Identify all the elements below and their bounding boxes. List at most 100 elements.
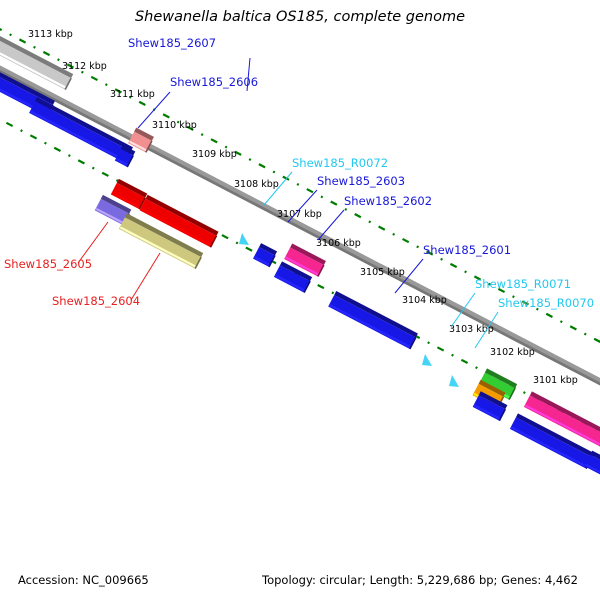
genome-backbone xyxy=(0,65,600,386)
gene-end-cap xyxy=(268,255,276,268)
gene-highlight xyxy=(95,208,124,224)
gene-body[interactable] xyxy=(273,265,311,293)
gene-highlight xyxy=(120,226,196,268)
gene-body[interactable] xyxy=(0,38,72,90)
gene-feature-red-feature-2605[interactable] xyxy=(110,178,148,210)
gene-label-Shew185_2607[interactable]: Shew185_2607 xyxy=(128,36,216,50)
gene-end-cap xyxy=(64,77,72,90)
axis-tick-label: 3102 kbp xyxy=(490,347,535,358)
leader-line-Shew185_2603 xyxy=(287,189,318,223)
axis-tick-label: 3107 kbp xyxy=(277,209,322,220)
gene-depth-face xyxy=(116,178,148,198)
gene-depth-face xyxy=(124,213,204,258)
trna-layer[interactable] xyxy=(239,233,459,387)
gene-label-Shew185_2604[interactable]: Shew185_2604 xyxy=(52,294,140,308)
leader-line-Shew185_2604 xyxy=(130,252,161,301)
gene-body[interactable] xyxy=(328,294,416,350)
gene-depth-face xyxy=(290,243,326,266)
gene-feature-blue-feature-2601[interactable] xyxy=(328,290,418,350)
axis-tick-label: 3111 kbp xyxy=(110,89,155,100)
trna-marker-trna-R0071[interactable] xyxy=(422,354,432,366)
axis-tick-label: 3108 kbp xyxy=(234,179,279,190)
gene-body[interactable] xyxy=(110,182,146,210)
gene-label-Shew185_2606[interactable]: Shew185_2606 xyxy=(170,75,258,89)
gene-label-Shew185_2603[interactable]: Shew185_2603 xyxy=(317,174,405,188)
gene-depth-face xyxy=(484,368,518,389)
trna-marker-trna-R0072[interactable] xyxy=(239,233,249,245)
genome-stats-text: Topology: circular; Length: 5,229,686 bp… xyxy=(261,573,578,587)
gene-body[interactable] xyxy=(29,101,131,163)
gene-highlight xyxy=(111,192,140,208)
gene-feature-red-feature-2604[interactable] xyxy=(139,194,219,248)
gene-end-cap xyxy=(194,256,202,269)
gene-label-Shew185_2601[interactable]: Shew185_2601 xyxy=(423,243,511,257)
gene-highlight xyxy=(285,256,319,276)
axis-tick-label: 3103 kbp xyxy=(449,324,494,335)
gene-feature-blue-feature-2603[interactable] xyxy=(253,243,278,268)
gene-depth-face xyxy=(120,145,136,156)
gene-end-cap xyxy=(126,155,134,168)
gene-label-Shew185_R0070[interactable]: Shew185_R0070 xyxy=(498,296,594,310)
leader-line-Shew185_2606 xyxy=(137,91,171,129)
accession-text: Accession: NC_009665 xyxy=(18,573,149,587)
gene-depth-face xyxy=(134,127,154,141)
leader-line-Shew185_R0071 xyxy=(450,292,476,328)
gene-feature-pink-feature-big[interactable] xyxy=(523,391,600,447)
gene-feature-gray-feature-top[interactable] xyxy=(0,34,74,90)
gene-end-cap xyxy=(317,264,325,277)
gene-feature-blue-feature-edge[interactable] xyxy=(584,450,600,476)
gene-body[interactable] xyxy=(94,198,130,226)
gene-label-Shew185_2602[interactable]: Shew185_2602 xyxy=(344,194,432,208)
gene-depth-face xyxy=(100,194,132,214)
gene-body[interactable] xyxy=(284,247,324,277)
gene-end-cap xyxy=(498,408,507,422)
gene-feature-pink-feature-2603[interactable] xyxy=(284,243,326,277)
gene-highlight xyxy=(0,52,66,89)
gene-feature-blue-feature-2602[interactable] xyxy=(273,261,313,293)
gene-highlight xyxy=(525,404,600,446)
gene-depth-face xyxy=(478,379,506,397)
gene-depth-face xyxy=(515,413,595,458)
feature-layer[interactable] xyxy=(0,34,600,475)
gene-label-layer[interactable]: Shew185_2607 Shew185_2606 Shew185_R0072 She… xyxy=(4,36,594,310)
gene-body[interactable] xyxy=(114,149,134,167)
gene-highlight xyxy=(511,426,587,468)
gene-body[interactable] xyxy=(509,417,593,469)
gene-body[interactable] xyxy=(128,131,152,153)
gene-highlight xyxy=(585,463,600,474)
gene-depth-face xyxy=(0,35,74,79)
gene-depth-face xyxy=(259,243,278,256)
gene-feature-khaki-feature-2604[interactable] xyxy=(118,213,204,269)
axis-tick-label: 3101 kbp xyxy=(533,375,578,386)
leader-line-Shew185_2605 xyxy=(77,221,109,264)
gene-highlight xyxy=(30,110,126,162)
gene-body[interactable] xyxy=(472,395,506,421)
backbone-rail xyxy=(0,65,600,383)
gene-end-cap xyxy=(409,337,417,350)
axis-tick-label: 3113 kbp xyxy=(28,29,73,40)
gene-label-Shew185_R0072[interactable]: Shew185_R0072 xyxy=(292,156,388,170)
gene-label-Shew185_R0071[interactable]: Shew185_R0071 xyxy=(475,277,571,291)
gene-end-cap xyxy=(303,280,311,293)
gene-depth-face xyxy=(145,194,219,236)
axis-tick-label: 3104 kbp xyxy=(402,295,447,306)
leader-line-Shew185_2607 xyxy=(246,57,251,92)
gene-end-cap xyxy=(145,140,153,153)
gene-body[interactable] xyxy=(118,217,202,269)
gene-body[interactable] xyxy=(253,247,275,267)
gene-body[interactable] xyxy=(139,198,217,248)
page-title: Shewanella baltica OS185, complete genom… xyxy=(135,9,465,25)
gene-label-Shew185_2605[interactable]: Shew185_2605 xyxy=(4,257,92,271)
gene-feature-blue-feature-b[interactable] xyxy=(472,391,508,422)
gene-body[interactable] xyxy=(478,372,516,400)
gene-feature-salmon-feature-2606[interactable] xyxy=(128,127,154,153)
gene-depth-face xyxy=(35,97,133,152)
gene-highlight xyxy=(275,274,305,292)
trna-marker-trna-R0070[interactable] xyxy=(449,375,459,387)
gene-depth-face xyxy=(0,72,56,105)
gene-feature-blue-feature-small[interactable] xyxy=(114,145,136,168)
gene-depth-face xyxy=(279,261,313,282)
gene-depth-face xyxy=(478,391,508,410)
